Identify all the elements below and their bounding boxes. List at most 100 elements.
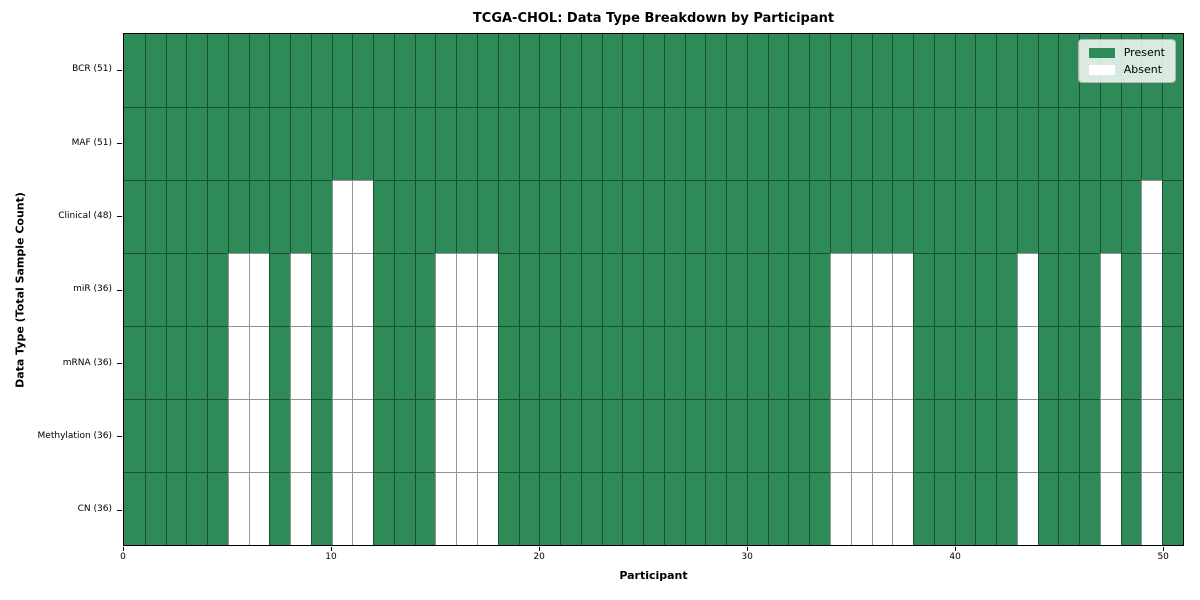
y-tick-label: CN (36): [77, 504, 112, 515]
y-tick-mark: [117, 289, 122, 291]
heatmap-cell: [331, 472, 353, 545]
heatmap-cell: [165, 107, 187, 180]
heatmap-cell: [580, 399, 602, 472]
heatmap-cell: [539, 180, 561, 253]
heatmap-cell: [393, 472, 415, 545]
heatmap-cell: [539, 253, 561, 326]
heatmap-cell: [435, 399, 457, 472]
heatmap-cell: [560, 180, 581, 253]
y-tick-label: Methylation (36): [37, 430, 112, 441]
heatmap-cell: [310, 34, 332, 107]
heatmap-cell: [186, 34, 208, 107]
heatmap-cell: [684, 253, 706, 326]
heatmap-cell: [290, 180, 311, 253]
x-tick-mark: [331, 546, 333, 551]
heatmap-cell: [705, 180, 727, 253]
heatmap-cell: [1141, 399, 1163, 472]
heatmap-cell: [1037, 253, 1059, 326]
x-tick-mark: [123, 546, 124, 551]
heatmap-cell: [186, 399, 208, 472]
heatmap-cell: [1037, 326, 1059, 399]
x-tick-label: 0: [120, 552, 126, 562]
heatmap-cell: [1120, 253, 1142, 326]
heatmap-cell: [435, 107, 457, 180]
heatmap-cell: [622, 253, 644, 326]
heatmap-cell: [788, 399, 810, 472]
heatmap-cell: [227, 107, 249, 180]
heatmap-cell: [456, 107, 477, 180]
heatmap-cell: [497, 180, 519, 253]
heatmap-cell: [269, 326, 291, 399]
heatmap-cell: [809, 34, 830, 107]
heatmap-cell: [518, 326, 540, 399]
y-tick-mark: [117, 363, 122, 365]
heatmap-cell: [746, 34, 768, 107]
heatmap-cell: [476, 472, 498, 545]
heatmap-cell: [373, 107, 394, 180]
heatmap-cell: [393, 107, 415, 180]
heatmap-cell: [871, 472, 893, 545]
heatmap-cell: [352, 180, 374, 253]
heatmap-cell: [643, 472, 664, 545]
heatmap-cell: [601, 253, 623, 326]
heatmap-cell: [165, 34, 187, 107]
heatmap-cell: [352, 253, 374, 326]
heatmap-cell: [1037, 107, 1059, 180]
heatmap-cell: [124, 34, 145, 107]
heatmap-cell: [975, 326, 997, 399]
heatmap-cell: [829, 180, 851, 253]
heatmap-cell: [124, 472, 145, 545]
heatmap-cell: [124, 253, 145, 326]
heatmap-cell: [1120, 180, 1142, 253]
heatmap-cell: [518, 253, 540, 326]
heatmap-cell: [809, 399, 830, 472]
heatmap-cell: [767, 326, 789, 399]
heatmap-cell: [373, 399, 394, 472]
heatmap-cell: [913, 326, 934, 399]
x-tick-mark: [955, 546, 957, 551]
heatmap-cell: [643, 326, 664, 399]
heatmap-cell: [913, 180, 934, 253]
heatmap-cell: [497, 34, 519, 107]
heatmap-cell: [393, 399, 415, 472]
heatmap-cell: [373, 472, 394, 545]
heatmap-cell: [954, 326, 976, 399]
heatmap-cell: [476, 399, 498, 472]
heatmap-cell: [144, 472, 166, 545]
heatmap-cell: [871, 34, 893, 107]
heatmap-cell: [580, 472, 602, 545]
heatmap-cell: [290, 472, 311, 545]
heatmap-cell: [165, 326, 187, 399]
heatmap-cell: [1037, 34, 1059, 107]
heatmap-cell: [933, 107, 955, 180]
heatmap-cell: [850, 399, 872, 472]
heatmap-cell: [1058, 180, 1080, 253]
heatmap-cell: [1141, 253, 1163, 326]
heatmap-cell: [269, 253, 291, 326]
heatmap-cell: [1120, 399, 1142, 472]
heatmap-cell: [497, 472, 519, 545]
heatmap-cell: [310, 180, 332, 253]
plot-area: Present Absent: [123, 33, 1184, 546]
heatmap-cell: [913, 34, 934, 107]
heatmap-cell: [1099, 180, 1121, 253]
heatmap-cell: [456, 180, 477, 253]
heatmap-cell: [539, 107, 561, 180]
heatmap-cell: [622, 326, 644, 399]
heatmap-cell: [1016, 107, 1038, 180]
heatmap-cell: [954, 180, 976, 253]
heatmap-cell: [560, 107, 581, 180]
heatmap-cell: [788, 253, 810, 326]
heatmap-cell: [1141, 107, 1163, 180]
heatmap-cell: [518, 399, 540, 472]
heatmap-cell: [560, 399, 581, 472]
y-tick-label: miR (36): [73, 284, 112, 295]
heatmap-cell: [705, 253, 727, 326]
heatmap-cell: [601, 326, 623, 399]
x-tick-mark: [539, 546, 541, 551]
heatmap-cell: [144, 326, 166, 399]
heatmap-cell: [290, 34, 311, 107]
heatmap-cell: [456, 34, 477, 107]
heatmap-cell: [580, 253, 602, 326]
heatmap-cell: [1016, 326, 1038, 399]
